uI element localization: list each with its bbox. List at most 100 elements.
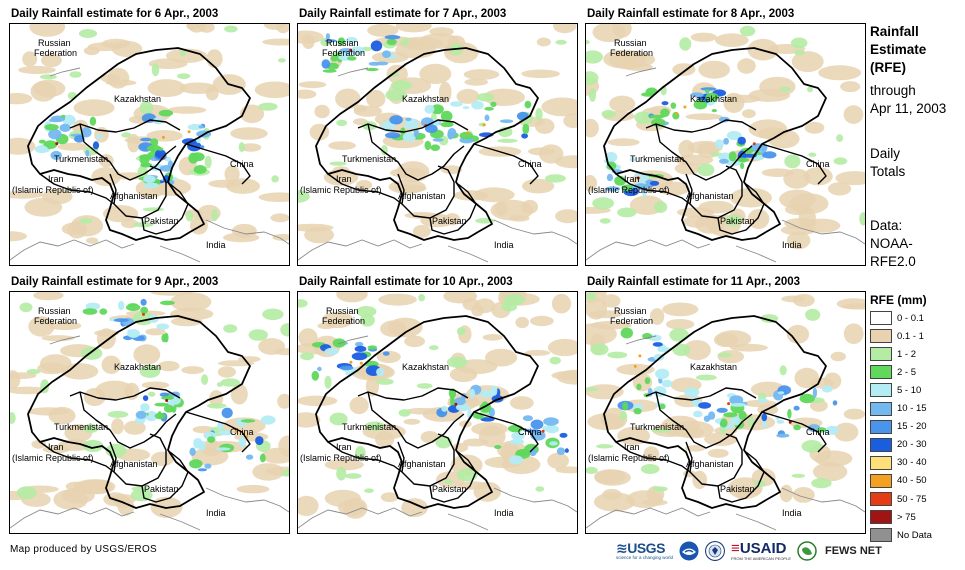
rainfall-patch [418,294,425,302]
country-label-china: China [806,427,830,437]
rainfall-patch [521,133,528,139]
rainfall-patch [836,298,865,310]
rainfall-patch [143,182,159,189]
rainfall-patch [74,135,85,143]
rainfall-patch [754,480,766,488]
rainfall-patch [424,104,435,114]
rainfall-patch [321,59,331,69]
country-label-kazakhstan: Kazakhstan [114,362,161,372]
country-label-iran-line2: (Islamic Republic of) [300,453,382,463]
rainfall-patch [34,145,48,154]
rainfall-patch [661,101,669,106]
rainfall-patch [259,453,266,463]
rainfall-patch [145,328,166,336]
legend-label: 5 - 10 [897,384,922,396]
country-border [357,387,469,401]
rainfall-patch [685,113,723,120]
rainfall-patch [812,387,818,398]
rainfall-patch [10,190,44,199]
rainfall-patch [509,438,525,445]
rainfall-patch [619,410,627,421]
rainfall-patch [659,403,666,410]
rainfall-patch [10,372,37,379]
rainfall-patch [729,395,744,405]
rainfall-patch [79,479,116,495]
rainfall-patch [419,63,452,84]
rainfall-patch [207,403,227,409]
rainfall-patch [521,199,539,214]
rainfall-patch [719,158,729,164]
rainfall-patch [82,439,104,453]
rainfall-patch [521,178,555,194]
rainfall-patch [556,369,577,385]
rainfall-patch [456,327,466,336]
rainfall-patch [859,212,865,226]
rainfall-patch [555,466,577,474]
rainfall-patch [828,182,852,196]
rainfall-patch [530,315,554,327]
country-label-kazakhstan: Kazakhstan [402,94,449,104]
country-border [79,123,177,181]
side-data-line2: NOAA- [870,236,913,251]
rainfall-patch [430,104,444,115]
rainfall-patch [48,321,82,331]
rainfall-patch [551,293,572,314]
rainfall-patch [324,489,361,507]
rainfall-patch [840,81,861,93]
rainfall-patch [440,110,453,122]
rainfall-patch [794,49,805,56]
country-border [367,123,465,181]
rainfall-patch [390,167,426,178]
rainfall-patch [485,348,518,367]
rainfall-patch [131,486,150,492]
rainfall-patch [480,417,495,422]
rainfall-patch [148,391,156,397]
rainfall-patch [762,151,777,159]
country-label-iran-line2: (Islamic Republic of) [12,185,94,195]
rainfall-patch [277,393,289,409]
rainfall-patch [727,402,731,406]
rainfall-patch [700,87,717,91]
legend-swatch [870,419,892,434]
country-border [615,173,691,205]
country-label-india: India [494,240,514,250]
rainfall-patch [791,473,806,478]
rainfall-patch [111,418,124,435]
rainfall-patch [231,223,257,238]
country-border [645,387,757,401]
country-label-russia-line2: Federation [322,316,365,326]
rainfall-patch [681,428,705,437]
rainfall-patch [522,123,530,135]
rainfall-patch [150,292,193,296]
rainfall-patch [378,293,417,306]
rainfall-patch [258,192,289,202]
rainfall-patch [139,154,150,166]
rainfall-patch [86,237,99,244]
rainfall-patch [455,403,470,412]
rainfall-patch [187,130,191,134]
country-border [327,441,403,473]
rainfall-patch [364,421,385,431]
rainfall-patch [779,365,787,376]
legend-swatch [870,473,892,488]
country-label-iran-line1: Iran [48,442,64,452]
rainfall-patch [586,323,617,346]
rainfall-patch [674,154,714,166]
coastline [298,67,577,263]
rainfall-patch [456,88,480,104]
rainfall-patch [633,408,642,415]
rainfall-patch [450,101,463,107]
rainfall-map: Russian Federation Kazakhstan Turkmenistan I… [585,23,866,266]
rainfall-patch [588,87,597,102]
rainfall-patch [262,308,284,321]
legend-item: No Data [870,527,932,543]
rainfall-patch [586,50,603,64]
rainfall-patch [416,383,433,389]
rainfall-patch [672,343,691,356]
rainfall-patch [336,466,347,481]
rainfall-patch [454,402,458,406]
legend-swatch [870,437,892,452]
rainfall-patch [201,374,209,385]
rainfall-patch [193,165,207,174]
